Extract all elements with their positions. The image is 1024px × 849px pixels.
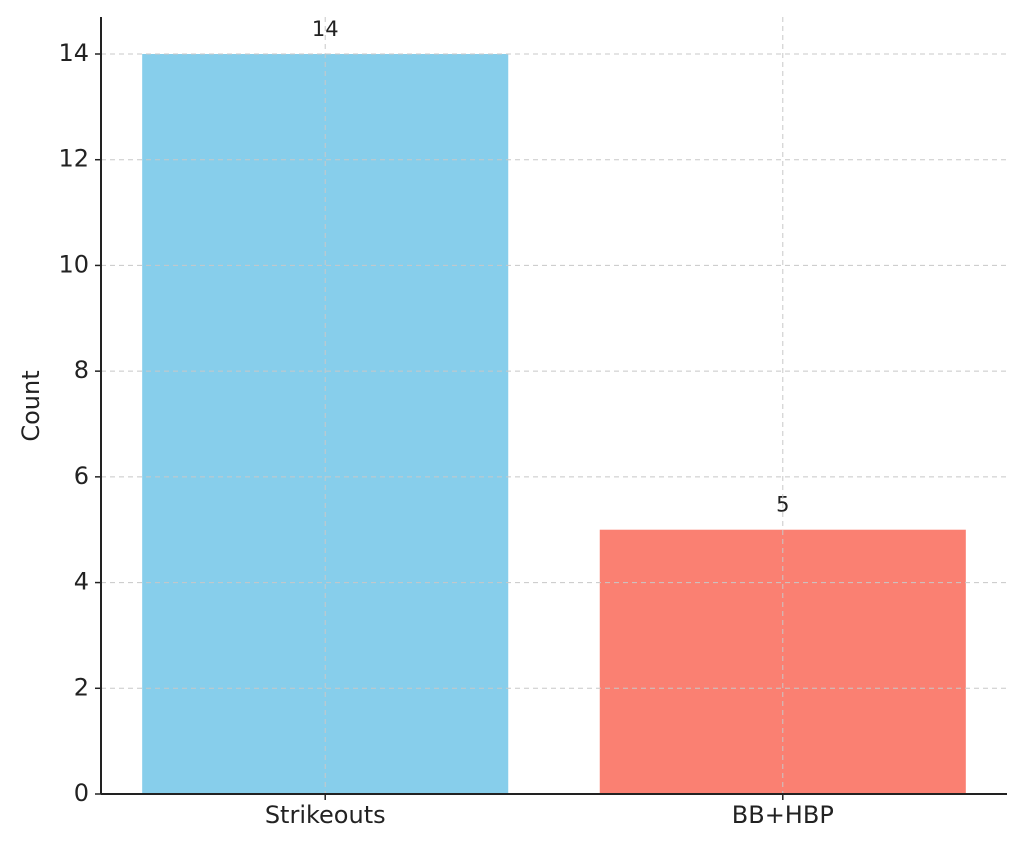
y-tick-label: 14 bbox=[58, 39, 89, 67]
y-tick-label: 0 bbox=[74, 779, 89, 807]
x-tick-label: BB+HBP bbox=[732, 801, 834, 829]
y-axis-label: Count bbox=[17, 370, 45, 441]
y-tick-label: 8 bbox=[74, 356, 89, 384]
y-tick-label: 12 bbox=[58, 145, 89, 173]
y-tick-label: 6 bbox=[74, 462, 89, 490]
x-tick-label: Strikeouts bbox=[265, 801, 386, 829]
y-tick-label: 10 bbox=[58, 250, 89, 278]
y-tick-label: 4 bbox=[74, 568, 89, 596]
y-tick-label: 2 bbox=[74, 673, 89, 701]
